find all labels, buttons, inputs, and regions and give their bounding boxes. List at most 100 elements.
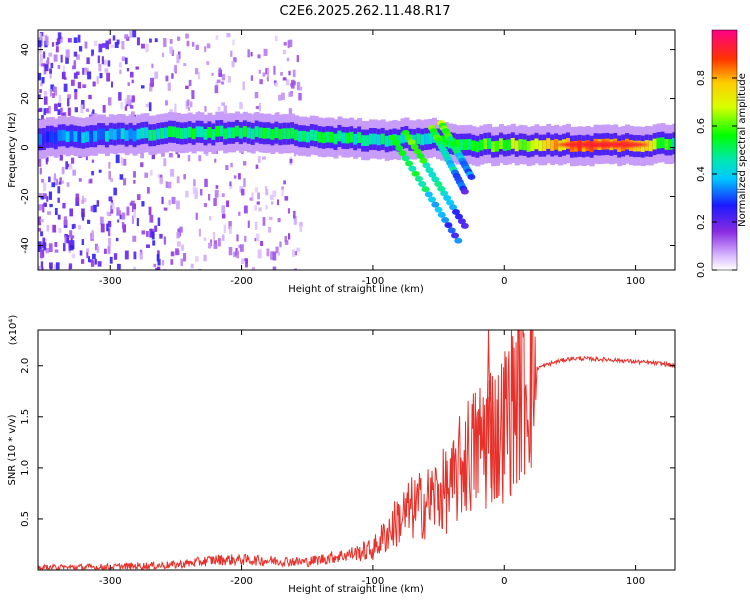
- heatmap-noise-cell: [38, 158, 42, 167]
- heatmap-noise-cell: [116, 207, 120, 216]
- heatmap-noise-cell: [195, 187, 198, 197]
- heatmap-noise-cell: [159, 233, 163, 239]
- heatmap-noise-cell: [102, 43, 106, 48]
- heatmap-noise-cell: [68, 263, 73, 270]
- heatmap-noise-cell: [154, 71, 159, 79]
- heatmap-noise-cell: [118, 92, 122, 101]
- heatmap-noise-cell: [108, 196, 113, 202]
- heatmap-noise-cell: [40, 231, 44, 237]
- heatmap-noise-cell: [299, 225, 303, 232]
- heatmap-noise-cell: [258, 207, 262, 212]
- heatmap-noise-cell: [165, 75, 169, 82]
- heatmap-noise-cell: [165, 181, 168, 188]
- heatmap-noise-cell: [59, 36, 63, 43]
- heatmap-branch-cell: [446, 199, 455, 206]
- heatmap-core-cell: [148, 129, 154, 141]
- heatmap-noise-cell: [127, 82, 130, 86]
- heatmap-noise-cell: [60, 107, 63, 115]
- heatmap-noise-cell: [259, 79, 263, 85]
- heatmap-noise-cell: [293, 251, 298, 256]
- heatmap-core-cell: [132, 130, 138, 142]
- heatmap-noise-cell: [171, 196, 176, 204]
- heatmap-noise-cell: [91, 230, 94, 240]
- heatmap-noise-cell: [41, 267, 44, 270]
- heatmap-noise-cell: [98, 63, 102, 72]
- heatmap-core-cell: [443, 136, 449, 148]
- heatmap-noise-cell: [113, 253, 118, 260]
- heatmap-noise-cell: [233, 175, 237, 179]
- heatmap-core-cell: [428, 133, 434, 144]
- heatmap-noise-cell: [39, 50, 42, 54]
- heatmap-noise-cell: [63, 83, 68, 92]
- heatmap-noise-cell: [296, 247, 301, 252]
- heatmap-core-cell: [164, 127, 170, 139]
- heatmap-noise-cell: [88, 259, 93, 263]
- heatmap-noise-cell: [243, 178, 246, 188]
- heatmap-noise-cell: [88, 94, 92, 100]
- heatmap-noise-cell: [145, 103, 150, 108]
- heatmap-core-cell: [278, 128, 284, 140]
- heatmap-noise-cell: [73, 223, 76, 229]
- heatmap-noise-cell: [144, 172, 149, 178]
- heatmap-noise-cell: [71, 224, 74, 230]
- heatmap-noise-cell: [61, 71, 66, 80]
- heatmap-noise-cell: [45, 157, 48, 165]
- heatmap-noise-cell: [90, 111, 95, 119]
- heatmap-noise-cell: [180, 258, 184, 267]
- heatmap-noise-cell: [139, 252, 143, 260]
- heatmap-noise-cell: [79, 250, 83, 256]
- spectrogram-heatmap: [38, 30, 675, 270]
- heatmap-noise-cell: [266, 68, 270, 78]
- snr-ytick-label: 1.0: [20, 460, 31, 476]
- heatmap-core-cell: [400, 132, 406, 144]
- heatmap-core-cell: [487, 138, 493, 149]
- heatmap-noise-cell: [169, 46, 173, 54]
- heatmap-noise-cell: [110, 81, 114, 88]
- heatmap-noise-cell: [120, 102, 123, 110]
- snr-panel: -300 -200 -100 0 100 0.5 1.0 1.5 2.0 (x10⁴) Hei…: [7, 315, 676, 595]
- heatmap-noise-cell: [38, 216, 42, 226]
- heatmap-noise-cell: [272, 190, 277, 198]
- heatmap-noise-cell: [112, 35, 116, 41]
- heatmap-noise-cell: [131, 215, 135, 224]
- heatmap-core-cell: [337, 130, 343, 142]
- heatmap-noise-cell: [107, 227, 111, 237]
- heatmap-noise-cell: [83, 198, 87, 203]
- heatmap-noise-cell: [57, 197, 60, 203]
- heatmap-noise-cell: [174, 103, 177, 113]
- heatmap-noise-cell: [285, 79, 290, 86]
- heatmap-noise-cell: [52, 224, 57, 233]
- heatmap-noise-cell: [49, 68, 52, 74]
- heatmap-noise-cell: [287, 208, 291, 214]
- heatmap-branch-cell: [451, 232, 460, 239]
- heatmap-noise-cell: [136, 37, 140, 46]
- heatmap-noise-cell: [254, 221, 258, 230]
- heatmap-core-cell: [530, 140, 536, 152]
- heatmap-noise-cell: [183, 253, 187, 262]
- heatmap-noise-cell: [161, 259, 165, 266]
- heatmap-noise-cell: [38, 204, 43, 211]
- heatmap-noise-cell: [53, 176, 57, 184]
- heatmap-core-cell: [506, 139, 512, 151]
- heatmap-noise-cell: [233, 57, 237, 63]
- heatmap-noise-cell: [288, 39, 293, 48]
- heatmap-noise-cell: [277, 217, 281, 223]
- colorbar-tick-label: 0.6: [696, 118, 707, 134]
- heatmap-core-cell: [215, 125, 221, 137]
- heatmap-branch-cell: [391, 139, 400, 146]
- heatmap-noise-cell: [107, 220, 112, 228]
- spectrogram-ytick-label: -40: [20, 237, 31, 253]
- heatmap-noise-cell: [49, 89, 53, 97]
- heatmap-core-cell: [89, 130, 95, 142]
- heatmap-noise-cell: [299, 86, 303, 91]
- heatmap-noise-cell: [43, 202, 47, 206]
- figure-title: C2E6.2025.262.11.48.R17: [279, 4, 450, 19]
- heatmap-noise-cell: [69, 230, 73, 238]
- heatmap-branch-cell: [421, 186, 430, 193]
- heatmap-noise-cell: [131, 79, 134, 84]
- heatmap-noise-cell: [129, 202, 133, 206]
- heatmap-core-cell: [309, 129, 315, 141]
- heatmap-core-cell: [305, 131, 311, 143]
- heatmap-noise-cell: [57, 64, 61, 69]
- heatmap-noise-cell: [72, 253, 76, 259]
